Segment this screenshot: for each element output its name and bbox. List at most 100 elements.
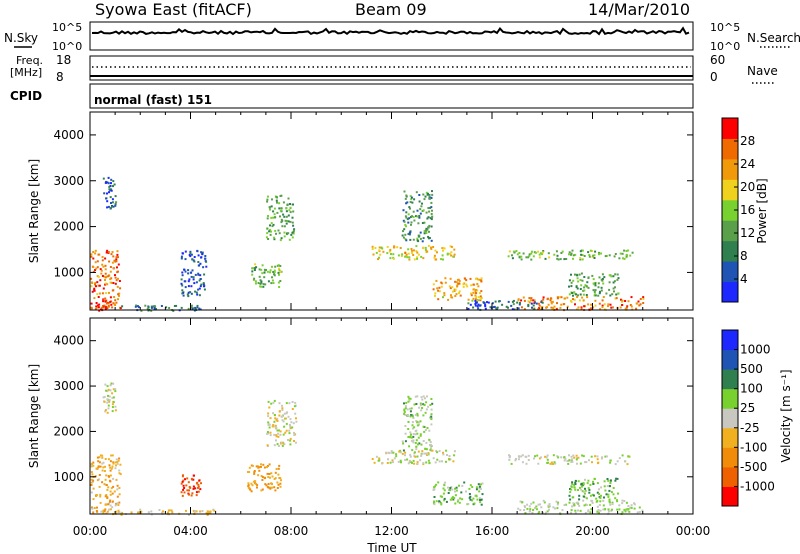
data-cell: [116, 285, 119, 288]
data-cell: [180, 278, 183, 281]
data-cell: [514, 459, 517, 462]
data-cell: [429, 447, 432, 450]
data-cell: [530, 258, 533, 261]
data-cell: [413, 219, 416, 222]
data-cell: [608, 254, 611, 257]
noise-left-label: N.Sky: [4, 31, 38, 45]
data-cell: [571, 292, 574, 294]
data-cell: [200, 482, 202, 485]
data-cell: [476, 301, 478, 304]
data-cell: [106, 249, 109, 252]
data-cell: [249, 488, 252, 491]
data-cell: [422, 440, 425, 442]
data-cell: [425, 191, 428, 194]
data-cell: [267, 195, 269, 198]
data-cell: [280, 479, 282, 482]
data-cell: [251, 484, 254, 487]
data-cell: [404, 215, 407, 218]
data-cell: [594, 250, 597, 253]
data-cell: [190, 306, 193, 309]
data-cell: [436, 451, 439, 454]
data-cell: [614, 497, 617, 500]
data-cell: [191, 258, 194, 261]
data-cell: [642, 296, 645, 299]
data-cell: [271, 475, 274, 478]
data-cell: [108, 188, 111, 191]
data-cell: [181, 271, 184, 274]
data-cell: [476, 278, 479, 281]
data-cell: [626, 305, 629, 308]
data-cell: [455, 293, 458, 296]
data-cell: [547, 252, 550, 255]
data-cell: [287, 197, 290, 200]
data-cell: [109, 466, 112, 469]
data-cell: [423, 198, 426, 201]
data-cell: [109, 185, 112, 187]
data-cell: [603, 480, 606, 483]
data-cell: [261, 479, 264, 481]
data-cell: [106, 398, 109, 401]
data-cell: [106, 411, 109, 414]
data-cell: [641, 509, 644, 512]
data-cell: [254, 480, 257, 483]
data-cell: [433, 496, 436, 498]
data-cell: [279, 271, 282, 273]
data-cell: [591, 461, 593, 464]
data-cell: [400, 255, 403, 257]
data-cell: [401, 452, 404, 455]
data-cell: [267, 412, 270, 415]
data-cell: [109, 508, 112, 511]
data-cell: [450, 294, 452, 297]
data-cell: [569, 491, 572, 494]
data-cell: [616, 460, 619, 463]
data-cell: [570, 252, 573, 255]
data-cell: [588, 459, 590, 462]
data-cell: [568, 253, 570, 256]
data-cell: [478, 278, 481, 281]
y-tick-label: 2000: [53, 424, 84, 438]
colorbar-tick-label: -1000: [740, 479, 775, 493]
data-cell: [418, 194, 421, 196]
data-cell: [116, 253, 119, 256]
colorbar-swatch: [722, 330, 738, 351]
data-cell: [621, 502, 624, 505]
data-cell: [140, 309, 143, 312]
data-cell: [416, 414, 419, 417]
data-cell: [409, 415, 412, 418]
data-cell: [273, 269, 276, 272]
data-cell: [150, 305, 153, 308]
data-cell: [255, 266, 258, 269]
data-cell: [568, 454, 570, 457]
data-cell: [106, 385, 109, 388]
data-cell: [254, 263, 257, 266]
data-cell: [268, 473, 271, 475]
data-cell: [98, 474, 101, 476]
data-cell: [556, 507, 559, 510]
data-cell: [107, 503, 110, 506]
data-cell: [274, 471, 277, 474]
data-cell: [109, 490, 112, 493]
data-cell: [278, 410, 281, 413]
data-cell: [284, 417, 287, 420]
data-cell: [109, 300, 112, 303]
data-cell: [271, 198, 273, 201]
data-cell: [453, 454, 456, 457]
data-cell: [409, 201, 412, 203]
data-cell: [287, 220, 290, 223]
data-cell: [121, 511, 124, 514]
data-cell: [283, 225, 286, 228]
data-cell: [154, 305, 157, 308]
data-cell: [186, 489, 189, 492]
data-cell: [642, 297, 645, 300]
data-cell: [553, 305, 556, 308]
data-cell: [441, 495, 443, 498]
data-cell: [517, 307, 520, 310]
data-cell: [598, 302, 601, 305]
data-cell: [402, 209, 405, 212]
data-cell: [479, 299, 482, 302]
data-cell: [272, 216, 275, 219]
data-cell: [591, 501, 594, 504]
data-cell: [107, 458, 110, 461]
data-cell: [612, 281, 615, 284]
